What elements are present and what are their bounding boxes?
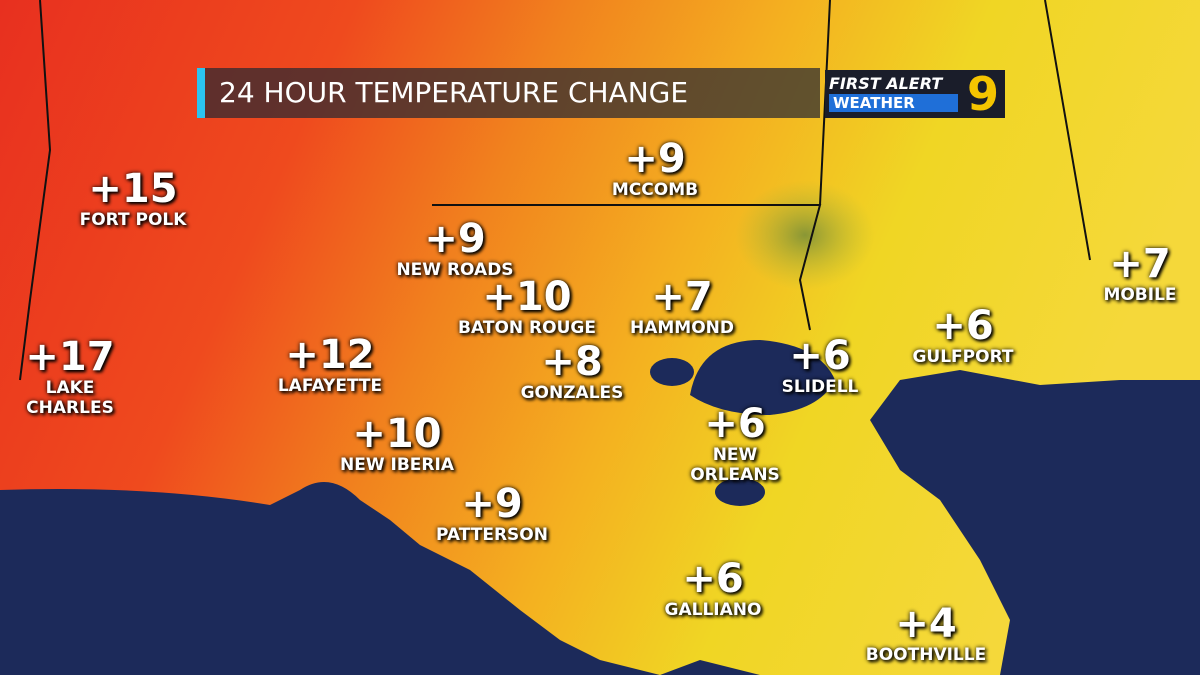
city-name: MOBILE: [1103, 285, 1177, 305]
city-name: HAMMOND: [629, 318, 734, 338]
temperature-change: +10: [482, 274, 572, 320]
temperature-change: +6: [682, 556, 744, 602]
city-label: +15 FORT POLK: [33, 168, 233, 230]
city-label: +6 NEW ORLEANS: [680, 403, 790, 485]
temperature-change: +7: [1109, 241, 1171, 287]
city-name: SLIDELL: [781, 377, 859, 397]
lake: [715, 478, 765, 506]
city-name: NEW IBERIA: [340, 455, 454, 475]
title: 24 HOUR TEMPERATURE CHANGE: [219, 76, 689, 109]
city-label: +17 LAKE CHARLES: [10, 336, 130, 418]
city-name: LAKE CHARLES: [26, 378, 114, 418]
temperature-change: +6: [704, 401, 766, 447]
city-name: BOOTHVILLE: [865, 645, 987, 665]
lake-maurepas: [650, 358, 694, 386]
city-name: NEW ORLEANS: [690, 445, 780, 485]
temperature-change: +8: [541, 339, 603, 385]
city-label: +7 HAMMOND: [582, 276, 782, 338]
logo-channel: 9: [966, 67, 999, 121]
temperature-change: +6: [932, 303, 994, 349]
gulf-water: [870, 370, 1200, 675]
city-label: +9 MCCOMB: [555, 138, 755, 200]
temperature-change: +4: [895, 601, 957, 647]
city-name: NEW ROADS: [396, 260, 514, 280]
city-label: +9 PATTERSON: [392, 483, 592, 545]
gulf-water: [660, 660, 760, 675]
city-label: +8 GONZALES: [472, 341, 672, 403]
city-label: +6 SLIDELL: [720, 335, 920, 397]
temperature-change: +17: [25, 334, 115, 380]
city-label: +6 GULFPORT: [863, 305, 1063, 367]
city-label: +12 LAFAYETTE: [230, 334, 430, 396]
temperature-change: +9: [624, 136, 686, 182]
temperature-change: +9: [424, 216, 486, 262]
temperature-change: +7: [651, 274, 713, 320]
city-label: +10 BATON ROUGE: [427, 276, 627, 338]
city-name: BATON ROUGE: [458, 318, 596, 338]
city-label: +4 BOOTHVILLE: [826, 603, 1026, 665]
city-name: MCCOMB: [611, 180, 699, 200]
city-name: PATTERSON: [436, 525, 548, 545]
city-label: +10 NEW IBERIA: [297, 413, 497, 475]
gulf-water: [0, 482, 660, 675]
city-name: GALLIANO: [664, 600, 762, 620]
city-name: GONZALES: [520, 383, 624, 403]
logo-text: FIRST ALERT: [829, 74, 943, 93]
title-bar: 24 HOUR TEMPERATURE CHANGE: [197, 68, 820, 118]
temperature-change: +10: [352, 411, 442, 457]
city-label: +9 NEW ROADS: [355, 218, 555, 280]
temperature-change: +15: [88, 166, 178, 212]
station-logo: FIRST ALERT WEATHER 9: [825, 67, 1005, 121]
city-name: LAFAYETTE: [277, 376, 383, 396]
lake-pontchartrain: [690, 340, 835, 415]
logo-text: WEATHER: [829, 94, 958, 112]
cool-spot: [735, 180, 875, 290]
temperature-change: +6: [789, 333, 851, 379]
city-name: FORT POLK: [79, 210, 187, 230]
city-label: +6 GALLIANO: [613, 558, 813, 620]
city-name: GULFPORT: [912, 347, 1014, 367]
temperature-change: +12: [285, 332, 375, 378]
temperature-change: +9: [461, 481, 523, 527]
city-label: +7 MOBILE: [1040, 243, 1200, 305]
